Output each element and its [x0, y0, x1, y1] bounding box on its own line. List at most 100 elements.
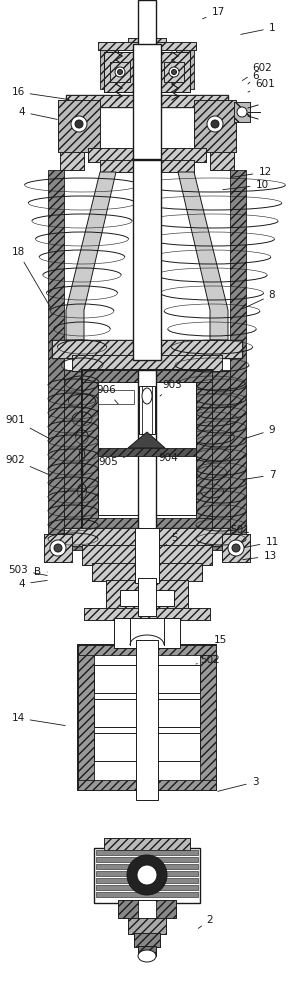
Bar	[230, 170, 246, 560]
Bar	[118, 900, 176, 918]
Bar	[134, 933, 160, 947]
Bar	[98, 448, 196, 456]
Bar	[158, 52, 190, 92]
Bar	[98, 390, 134, 404]
Text: 503: 503	[8, 565, 47, 575]
Bar	[234, 102, 250, 122]
Text: 18: 18	[12, 247, 51, 308]
Bar	[133, 44, 161, 159]
Bar	[94, 848, 200, 903]
Text: 902: 902	[5, 455, 50, 475]
Bar	[72, 355, 222, 371]
Text: 4: 4	[19, 107, 57, 119]
Text: 602: 602	[242, 63, 272, 81]
Polygon shape	[128, 432, 165, 448]
Bar	[110, 62, 130, 82]
Bar	[48, 170, 64, 560]
Text: 601: 601	[248, 79, 275, 92]
Ellipse shape	[237, 107, 247, 117]
Text: 905: 905	[98, 457, 125, 467]
Bar	[84, 608, 210, 620]
Bar	[176, 44, 194, 89]
Ellipse shape	[137, 865, 157, 885]
Bar	[96, 857, 198, 862]
Bar	[138, 370, 156, 570]
Ellipse shape	[117, 70, 122, 75]
Bar	[194, 100, 236, 152]
Text: 7: 7	[243, 470, 275, 480]
Text: 6: 6	[248, 71, 259, 84]
Polygon shape	[178, 172, 228, 340]
Bar	[100, 44, 118, 89]
Bar	[222, 534, 250, 562]
Bar	[96, 864, 198, 869]
Bar	[138, 946, 156, 956]
Ellipse shape	[211, 120, 219, 128]
Ellipse shape	[207, 116, 223, 132]
Bar	[128, 918, 166, 934]
Bar	[138, 946, 156, 956]
Ellipse shape	[169, 67, 179, 77]
Bar	[100, 160, 194, 172]
Bar	[82, 545, 212, 565]
Bar	[106, 580, 188, 610]
Bar	[138, 578, 156, 616]
Bar	[156, 900, 176, 918]
Bar	[66, 95, 228, 107]
Ellipse shape	[232, 544, 240, 552]
Ellipse shape	[71, 116, 87, 132]
Bar	[104, 838, 190, 850]
Bar	[58, 100, 100, 152]
Bar	[60, 152, 84, 170]
Bar	[164, 62, 184, 82]
Text: 903: 903	[160, 380, 182, 396]
Bar	[64, 528, 230, 546]
Bar	[64, 370, 82, 550]
Bar	[96, 878, 198, 883]
Bar	[104, 52, 136, 92]
Text: 8: 8	[242, 290, 275, 309]
Bar	[88, 148, 206, 162]
Text: 15: 15	[203, 635, 227, 647]
Bar	[82, 370, 212, 530]
Text: 11: 11	[245, 537, 278, 547]
Bar	[88, 148, 206, 162]
Bar	[92, 563, 202, 581]
Bar	[64, 528, 230, 546]
Ellipse shape	[171, 70, 176, 75]
Text: 501: 501	[230, 525, 250, 540]
Text: 901: 901	[5, 415, 50, 439]
Bar	[194, 100, 236, 152]
Text: 9: 9	[243, 425, 275, 439]
Text: 10: 10	[223, 180, 268, 190]
Text: B: B	[35, 567, 47, 577]
Bar	[100, 160, 194, 172]
Bar	[128, 38, 166, 46]
Bar	[133, 160, 161, 360]
Bar	[98, 42, 196, 50]
Bar	[94, 733, 200, 761]
Text: 17: 17	[203, 7, 224, 19]
Bar	[164, 62, 184, 82]
Bar	[60, 152, 84, 170]
Bar	[135, 528, 159, 583]
Bar	[52, 340, 242, 358]
Ellipse shape	[228, 540, 244, 556]
Bar	[118, 900, 138, 918]
Text: 2: 2	[198, 915, 213, 928]
Bar	[82, 545, 212, 565]
Bar	[84, 608, 210, 620]
Text: 1: 1	[241, 23, 275, 34]
Bar	[58, 100, 100, 152]
Bar	[96, 892, 198, 897]
Bar	[78, 645, 216, 655]
Bar	[94, 665, 200, 693]
Bar	[96, 850, 198, 855]
Ellipse shape	[142, 388, 152, 404]
Bar	[110, 62, 130, 82]
Bar	[196, 370, 212, 530]
Ellipse shape	[138, 950, 156, 962]
Bar	[139, 386, 155, 434]
Bar	[212, 370, 230, 550]
Bar	[98, 455, 196, 515]
